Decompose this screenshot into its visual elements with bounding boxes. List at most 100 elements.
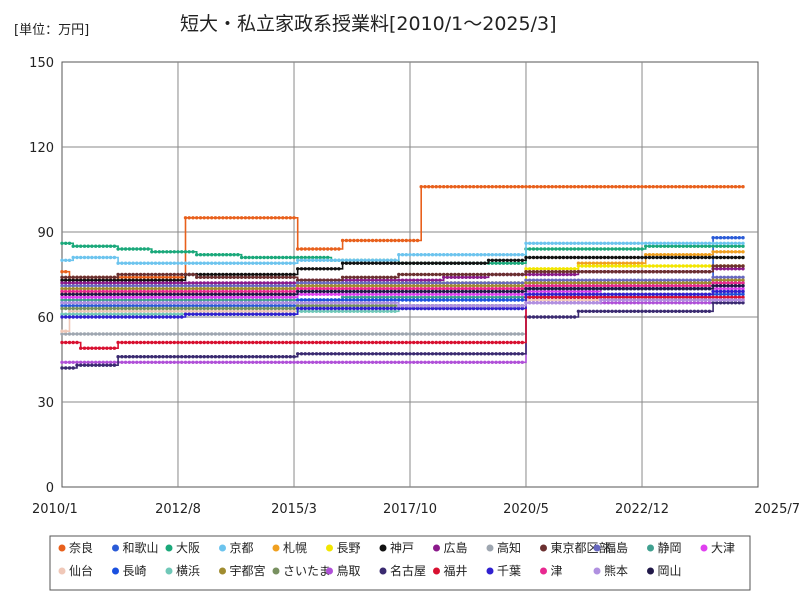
data-point (146, 284, 150, 288)
data-point (378, 258, 382, 262)
data-point (348, 309, 352, 313)
data-point (513, 185, 517, 189)
data-point (120, 306, 124, 311)
data-point (131, 278, 135, 282)
data-point (632, 261, 637, 265)
data-point (595, 301, 599, 305)
data-point (202, 304, 206, 308)
data-point (75, 255, 79, 260)
data-point (67, 281, 72, 285)
legend-marker (112, 567, 119, 575)
data-point (722, 284, 726, 288)
data-point (427, 352, 431, 356)
data-point (475, 289, 480, 294)
data-point (427, 295, 431, 299)
data-point (535, 267, 539, 271)
data-point (71, 287, 75, 291)
data-point (284, 301, 289, 305)
data-point (131, 340, 135, 345)
data-point (202, 340, 206, 345)
data-point (543, 315, 547, 319)
data-point (389, 281, 393, 285)
data-point (150, 295, 154, 299)
data-point (243, 272, 248, 277)
data-point (438, 304, 442, 308)
data-point (456, 253, 461, 257)
data-point (509, 281, 513, 285)
data-point (206, 287, 210, 291)
data-point (408, 253, 412, 257)
data-point (733, 289, 738, 294)
data-point (378, 306, 382, 311)
data-point (138, 295, 143, 299)
data-point (138, 284, 143, 288)
data-point (565, 272, 569, 277)
data-point (647, 309, 652, 313)
data-point (670, 298, 674, 302)
data-point (490, 287, 494, 291)
data-point (692, 295, 697, 299)
data-point (266, 304, 270, 308)
data-point (438, 360, 442, 364)
data-point (180, 295, 184, 299)
data-point (475, 287, 480, 291)
data-point (513, 304, 517, 308)
data-point (550, 272, 554, 277)
data-point (707, 287, 712, 291)
data-point (584, 298, 588, 302)
data-point (700, 292, 704, 296)
data-point (453, 272, 457, 277)
data-point (326, 287, 330, 291)
data-point (408, 272, 412, 277)
data-point (718, 287, 723, 291)
data-point (254, 332, 259, 336)
data-point (206, 309, 210, 313)
data-point (75, 281, 79, 285)
data-point (569, 270, 573, 274)
data-point (374, 332, 378, 336)
data-point (558, 185, 562, 189)
data-point (733, 255, 738, 260)
data-point (146, 275, 150, 279)
data-point (580, 185, 584, 189)
data-point (210, 304, 214, 308)
data-point (359, 340, 364, 345)
data-point (662, 309, 667, 313)
data-point (210, 312, 214, 316)
data-point (617, 241, 622, 245)
data-point (86, 281, 90, 285)
data-point (655, 278, 659, 282)
data-point (337, 360, 341, 364)
data-point (572, 281, 577, 285)
data-point (63, 241, 68, 245)
data-point (397, 253, 401, 257)
data-point (183, 360, 188, 364)
data-point (509, 304, 513, 308)
data-point (385, 258, 390, 262)
data-point (127, 355, 132, 359)
data-point (565, 284, 569, 288)
data-point (419, 289, 423, 294)
data-point (400, 298, 405, 302)
data-point (617, 247, 622, 251)
data-point (456, 304, 461, 308)
data-point (703, 278, 708, 282)
data-point (157, 312, 161, 316)
data-point (614, 185, 618, 189)
data-point (442, 289, 446, 294)
data-point (273, 298, 277, 302)
data-point (647, 292, 652, 296)
data-point (718, 289, 723, 294)
data-point (595, 247, 599, 251)
data-point (655, 295, 659, 299)
data-point (494, 272, 498, 277)
data-point (479, 304, 483, 308)
data-point (138, 309, 143, 313)
data-point (172, 355, 176, 359)
data-point (314, 352, 319, 356)
data-point (558, 292, 562, 296)
data-point (299, 255, 304, 260)
data-point (172, 295, 176, 299)
data-point (617, 284, 622, 288)
data-point (94, 301, 98, 305)
